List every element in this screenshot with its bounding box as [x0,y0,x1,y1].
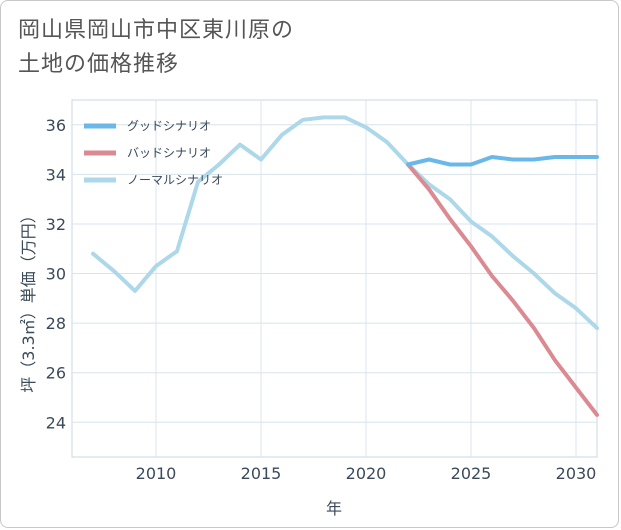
y-tick-labels: 24 26 28 30 32 34 36 [46,116,66,432]
x-tick-label: 2025 [451,464,492,483]
y-axis-label: 坪（3.3㎡）単価（万円） [19,207,38,392]
y-tick-label: 32 [46,215,66,234]
legend-label-1: バッドシナリオ [127,146,211,160]
x-axis-label: 年 [326,499,342,518]
legend-label-2: ノーマルシナリオ [127,173,223,187]
chart-title: 岡山県岡山市中区東川原の 土地の価格推移 [18,14,578,82]
series-line-1 [406,162,599,417]
series-group [91,115,599,417]
y-tick-label: 34 [46,165,66,184]
x-tick-label: 2015 [241,464,282,483]
y-tick-label: 26 [46,364,66,383]
legend-label-0: グッドシナリオ [127,119,211,133]
series-line-0 [406,155,599,167]
x-tick-label: 2010 [136,464,177,483]
y-tick-label: 24 [46,413,66,432]
y-tick-label: 30 [46,265,66,284]
x-tick-labels: 2010 2015 2020 2025 2030 [136,464,597,483]
series-line-2 [91,115,599,331]
x-tick-label: 2030 [556,464,597,483]
title-line-2: 土地の価格推移 [18,52,180,77]
y-tick-label: 28 [46,314,66,333]
title-line-1: 岡山県岡山市中区東川原の [18,18,295,43]
y-grid [72,124,597,423]
y-tick-label: 36 [46,116,66,135]
x-tick-label: 2020 [346,464,387,483]
